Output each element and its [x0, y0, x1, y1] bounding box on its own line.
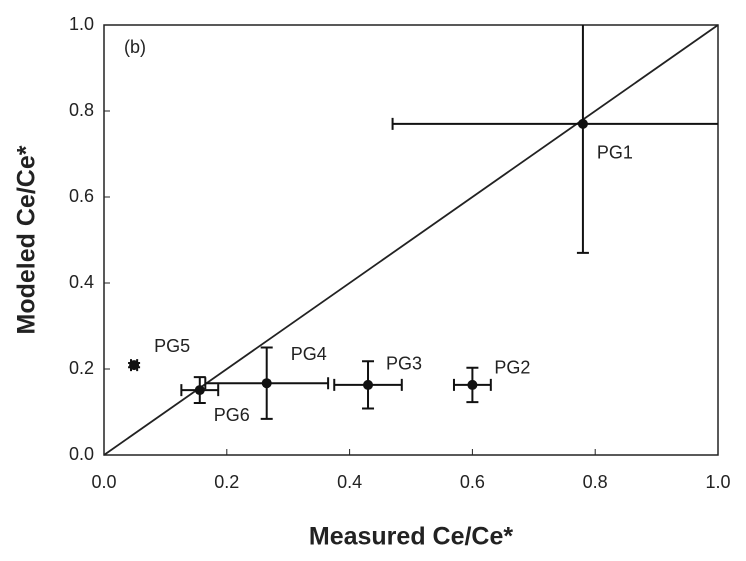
y-tick-label: 0.6: [69, 186, 94, 206]
x-tick-label: 0.6: [460, 472, 485, 492]
point-label: PG1: [597, 143, 633, 163]
point-label: PG4: [291, 344, 327, 364]
plot-marks: [128, 25, 718, 420]
annotation: (b): [124, 37, 146, 57]
x-tick-label: 0.0: [91, 472, 116, 492]
y-tick-label: 0.8: [69, 100, 94, 120]
x-tick-label: 0.8: [583, 472, 608, 492]
point: [363, 379, 374, 390]
point-label: PG5: [154, 336, 190, 356]
point-label: PG3: [386, 354, 422, 374]
y-axis-title: Modeled Ce/Ce*: [13, 145, 41, 334]
plot-frame: [103, 24, 719, 456]
error-bar: [391, 25, 718, 254]
x-tick-label: 0.2: [214, 472, 239, 492]
point: [467, 379, 478, 390]
x-tick-label: 1.0: [705, 472, 730, 492]
y-tick-label: 0.4: [69, 272, 94, 292]
point: [129, 360, 140, 371]
y-tick-label: 0.0: [69, 444, 94, 464]
y-tick-label: 0.2: [69, 358, 94, 378]
point: [261, 378, 272, 389]
point: [194, 385, 205, 396]
x-axis-title: Measured Ce/Ce*: [309, 523, 514, 551]
x-tick-label: 0.4: [337, 472, 362, 492]
point: [577, 118, 588, 129]
y-tick-label: 1.0: [69, 14, 94, 34]
point-label: PG6: [214, 405, 250, 425]
point-label: PG2: [494, 358, 530, 378]
